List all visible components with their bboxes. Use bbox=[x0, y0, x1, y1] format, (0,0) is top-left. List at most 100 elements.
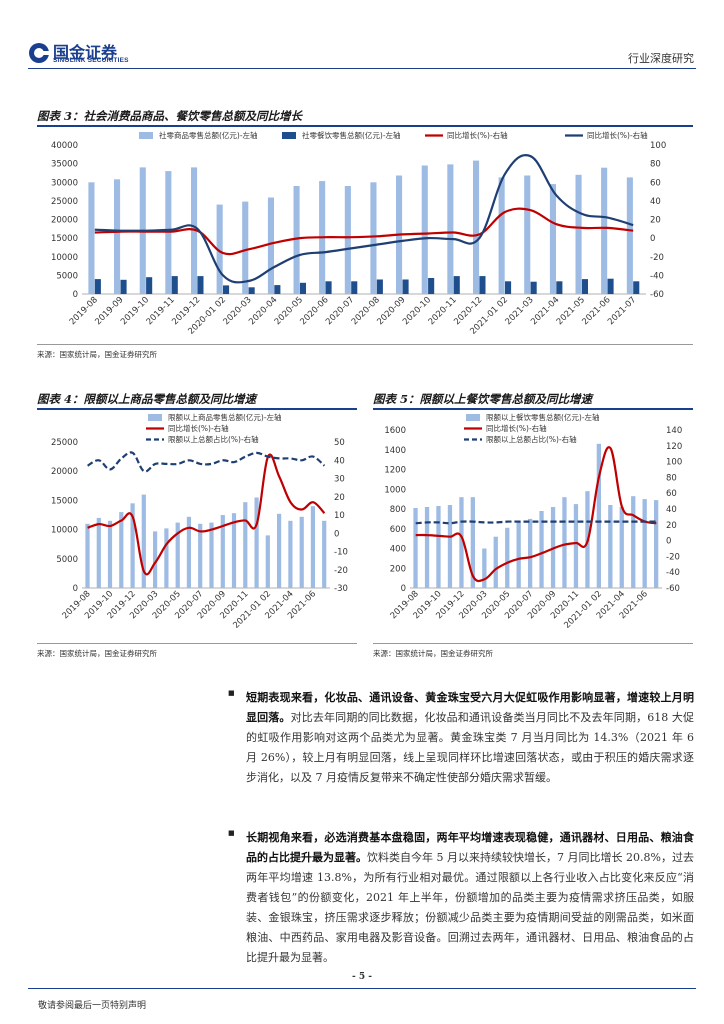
legend-label: 限额以上总额占比(%)-右轴 bbox=[168, 434, 259, 444]
fig3-source-rule bbox=[37, 344, 693, 345]
bar bbox=[473, 160, 480, 294]
bar bbox=[293, 186, 300, 294]
fig3-title-rule bbox=[37, 125, 693, 127]
bar bbox=[120, 279, 127, 294]
bar bbox=[248, 287, 255, 294]
fig3-source: 来源：国家统计局，国金证券研究所 bbox=[37, 350, 157, 359]
y-left-tick-label: 20000 bbox=[51, 216, 78, 226]
y-left-tick-label: 10000 bbox=[51, 253, 78, 263]
y-left-tick-label: 15000 bbox=[51, 496, 78, 506]
y-right-tick-label: -40 bbox=[666, 568, 680, 578]
y-right-tick-label: 100 bbox=[650, 141, 666, 151]
bar bbox=[288, 520, 293, 588]
series-line bbox=[415, 520, 657, 525]
p2-line: 品类，如米面粮油、中西药品、家用电器及影音设备。回溯过去两年，通 bbox=[246, 911, 695, 944]
y-left-tick-label: 30000 bbox=[51, 178, 78, 188]
y-left-tick-label: 1400 bbox=[384, 446, 406, 456]
paragraph-2-lead: 长期视角来看，必选消费基本盘稳固，两年平均增速表现稳健，通讯器材、日用品、粮油食… bbox=[246, 831, 694, 864]
y-right-tick-label: -40 bbox=[650, 271, 664, 281]
y-right-tick-label: -10 bbox=[334, 548, 348, 558]
bar bbox=[322, 520, 327, 588]
y-left-tick-label: 15000 bbox=[51, 234, 78, 244]
logo-cn: 国金证券 bbox=[53, 43, 118, 62]
legend-label: 同比增长(%)-右轴 bbox=[486, 423, 547, 433]
bar bbox=[175, 522, 180, 588]
bar bbox=[164, 528, 169, 588]
legend-label: 同比增长(%)-右轴 bbox=[168, 423, 229, 433]
bar bbox=[186, 516, 191, 588]
p2-line: 金银珠宝，挤压需求逐步释放；份额减少品类主要为疫情期间受益的刚需 bbox=[268, 911, 627, 924]
bar bbox=[413, 508, 418, 588]
bar bbox=[141, 494, 146, 588]
series-line bbox=[87, 453, 326, 576]
y-right-tick-label: 0 bbox=[334, 529, 339, 539]
bar bbox=[470, 497, 475, 588]
legend-label: 限额以上商品零售总额(亿元)-左轴 bbox=[168, 412, 282, 422]
bar bbox=[402, 279, 409, 294]
y-left-tick-label: 20000 bbox=[51, 467, 78, 477]
y-right-tick-label: 50 bbox=[334, 438, 345, 448]
y-left-tick-label: 40000 bbox=[51, 141, 78, 151]
fig4-title-rule bbox=[37, 408, 357, 410]
fig4-chart: 0 5000 10000 15000 20000 25000 -30 -20 -10 0 10 20 3… bbox=[51, 412, 348, 631]
logo-en: SINOLINK SECURITIES bbox=[53, 57, 129, 64]
bar bbox=[310, 506, 315, 588]
bar bbox=[633, 281, 640, 294]
fig5-chart: 0 200 400 600 800 1000 1200 1400 1600 -60 -40 -20 0 2… bbox=[384, 412, 682, 631]
y-right-tick-label: 120 bbox=[666, 442, 682, 452]
bar bbox=[153, 531, 158, 588]
p2-line: 最优。通过限额以上各行业收入占比变化来反应“消费者钱包”的份额变 bbox=[246, 871, 694, 904]
bar bbox=[223, 285, 230, 294]
bar bbox=[436, 506, 441, 588]
bar bbox=[556, 281, 563, 294]
y-right-tick-label: 60 bbox=[650, 178, 661, 188]
fig5-source-rule bbox=[373, 643, 693, 644]
y-left-tick-label: 0 bbox=[73, 584, 78, 594]
fig5-title-rule bbox=[373, 408, 693, 410]
p1-line: 化，以及 7 月疫情反复带来不确定性使部分婚庆需求暂缓。 bbox=[268, 771, 557, 784]
fig5-source: 来源：国家统计局，国金证券研究所 bbox=[373, 649, 493, 658]
bar bbox=[482, 548, 487, 588]
bar bbox=[626, 177, 633, 294]
bar bbox=[231, 513, 237, 588]
paragraph-2: ■ 长期视角来看，必选消费基本盘稳固，两年平均增速表现稳健，通讯器材、日用品、粮… bbox=[228, 828, 695, 968]
bar bbox=[562, 497, 567, 588]
y-right-tick-label: -60 bbox=[666, 584, 680, 594]
y-right-tick-label: 80 bbox=[666, 473, 677, 483]
y-left-tick-label: 5000 bbox=[56, 555, 78, 565]
bar bbox=[505, 281, 512, 294]
bar bbox=[107, 520, 113, 588]
bar bbox=[421, 165, 428, 294]
p2-line: 增长，7 月同比增长 20.8%，过去两年平均增速 13.8%，为所有行业相对 bbox=[246, 851, 695, 884]
doc-type: 行业深度研究 bbox=[628, 52, 694, 65]
bar bbox=[459, 497, 464, 588]
fig4-source-rule bbox=[37, 643, 357, 644]
y-right-tick-label: 40 bbox=[650, 197, 661, 207]
y-right-tick-label: -20 bbox=[334, 566, 348, 576]
y-left-tick-label: 0 bbox=[401, 584, 406, 594]
bar bbox=[376, 279, 383, 294]
bar bbox=[619, 507, 624, 588]
bar bbox=[274, 285, 281, 294]
footer-disclaimer: 敬请参阅最后一页特别声明 bbox=[38, 1001, 147, 1011]
paragraph-1-text: 短期表现来看，化妆品、通讯设备、黄金珠宝受六月大促虹吸作用影响显著，增速较上月明… bbox=[246, 688, 694, 788]
y-left-tick-label: 25000 bbox=[51, 438, 78, 448]
series-line bbox=[94, 154, 634, 284]
series-line bbox=[94, 207, 634, 256]
y-right-tick-label: 140 bbox=[666, 426, 682, 436]
legend-label: 同比增长(%)-右轴 bbox=[447, 130, 508, 140]
fig3-chart: 0 5000 10000 15000 20000 25000 30000 35000 40000… bbox=[51, 130, 666, 337]
bar bbox=[277, 513, 282, 588]
bar bbox=[516, 520, 521, 588]
bar bbox=[267, 197, 274, 294]
series-line bbox=[87, 451, 326, 473]
bar bbox=[299, 282, 306, 294]
logo-icon bbox=[29, 43, 50, 63]
y-left-tick-label: 600 bbox=[390, 525, 406, 535]
bar bbox=[654, 500, 659, 588]
bar bbox=[243, 502, 248, 588]
legend-label: 社零商品零售总额(亿元)-左轴 bbox=[159, 130, 258, 140]
y-right-tick-label: 10 bbox=[334, 511, 345, 521]
series-line bbox=[415, 446, 657, 583]
p1-line: 显回落，线上呈现同样环比增速回落状态，或由于积压的婚庆需求逐步消 bbox=[246, 751, 695, 784]
